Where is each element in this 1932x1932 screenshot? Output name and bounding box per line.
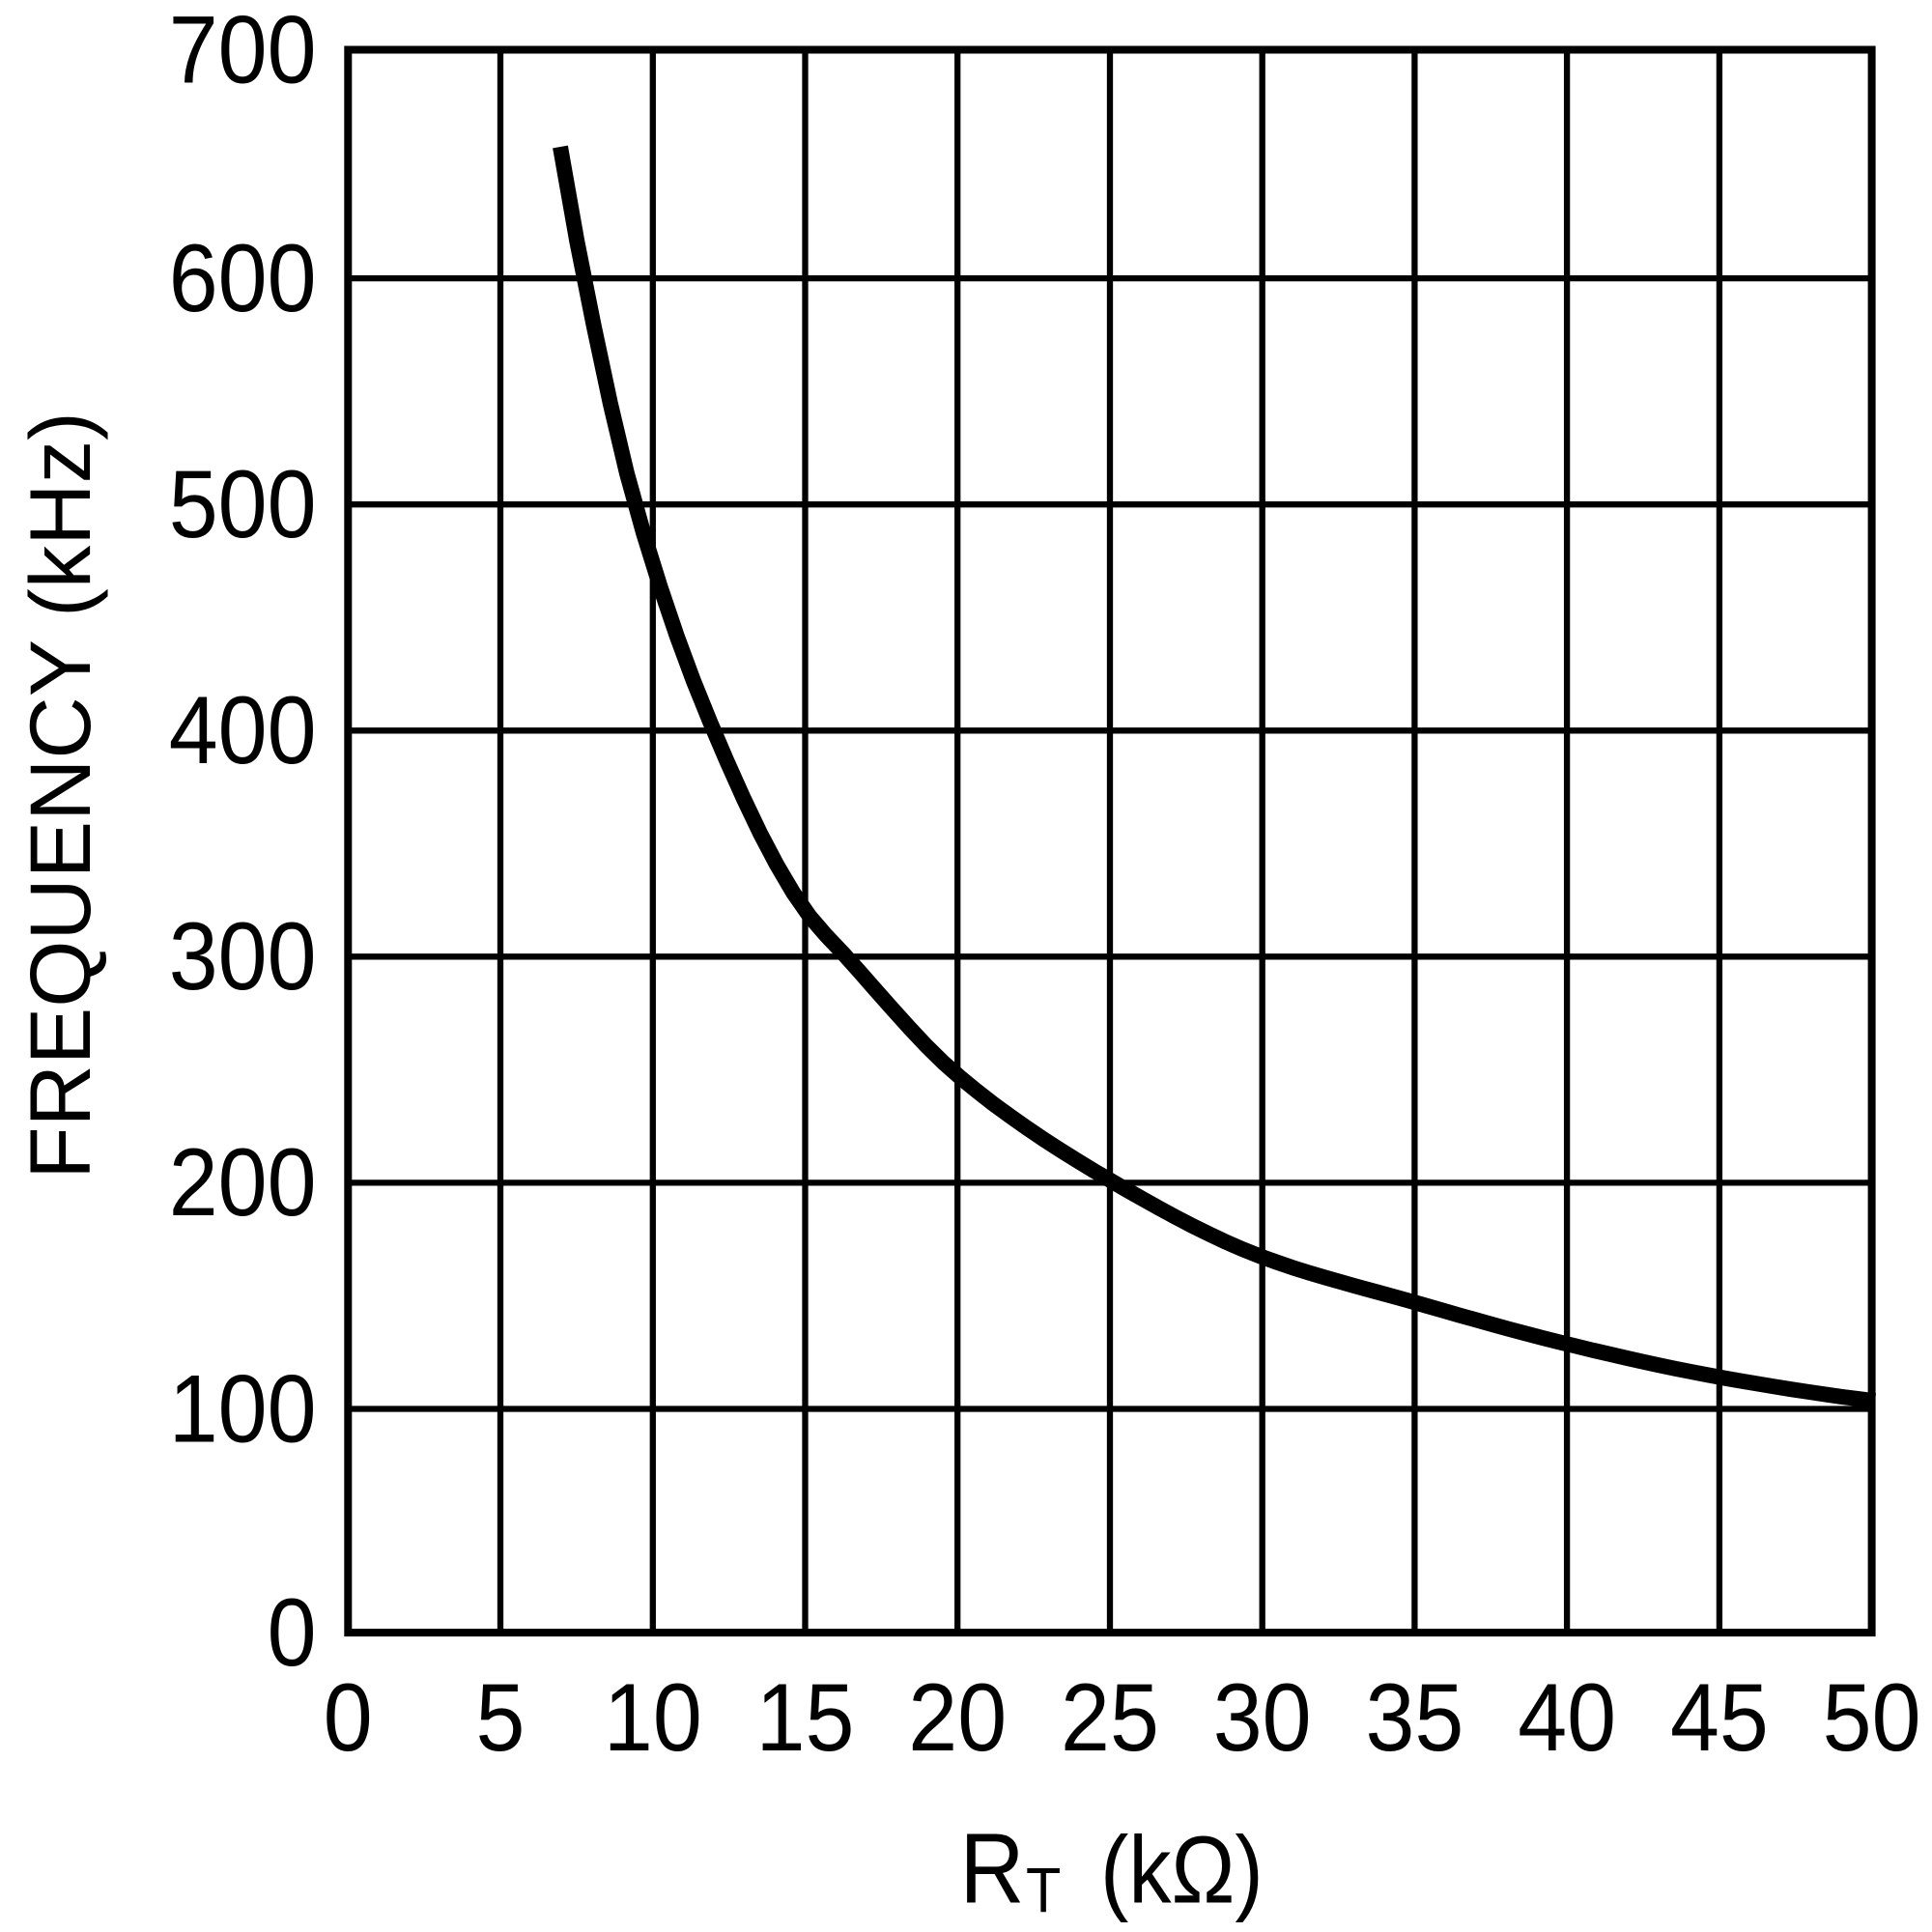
svg-text:30: 30 (1213, 1663, 1312, 1771)
svg-text:200: 200 (169, 1129, 317, 1236)
svg-text:25: 25 (1061, 1663, 1159, 1771)
svg-text:FREQUENCY (kHz): FREQUENCY (kHz) (12, 412, 108, 1179)
svg-text:50: 50 (1823, 1663, 1921, 1771)
svg-text:40: 40 (1518, 1663, 1616, 1771)
svg-text:R: R (959, 1812, 1024, 1924)
svg-text:700: 700 (169, 0, 317, 103)
svg-text:20: 20 (908, 1663, 1007, 1771)
svg-text:10: 10 (604, 1663, 702, 1771)
svg-text:5: 5 (476, 1663, 526, 1771)
svg-text:600: 600 (169, 224, 317, 331)
svg-text:35: 35 (1366, 1663, 1464, 1771)
svg-text:300: 300 (169, 903, 317, 1010)
svg-text:100: 100 (169, 1355, 317, 1463)
svg-text:45: 45 (1670, 1663, 1769, 1771)
svg-text:(kΩ): (kΩ) (1100, 1817, 1264, 1922)
svg-text:400: 400 (169, 677, 317, 784)
svg-text:500: 500 (169, 450, 317, 557)
svg-text:T: T (1026, 1856, 1061, 1927)
svg-text:0: 0 (324, 1663, 373, 1771)
svg-text:0: 0 (268, 1578, 317, 1686)
svg-text:15: 15 (756, 1663, 855, 1771)
